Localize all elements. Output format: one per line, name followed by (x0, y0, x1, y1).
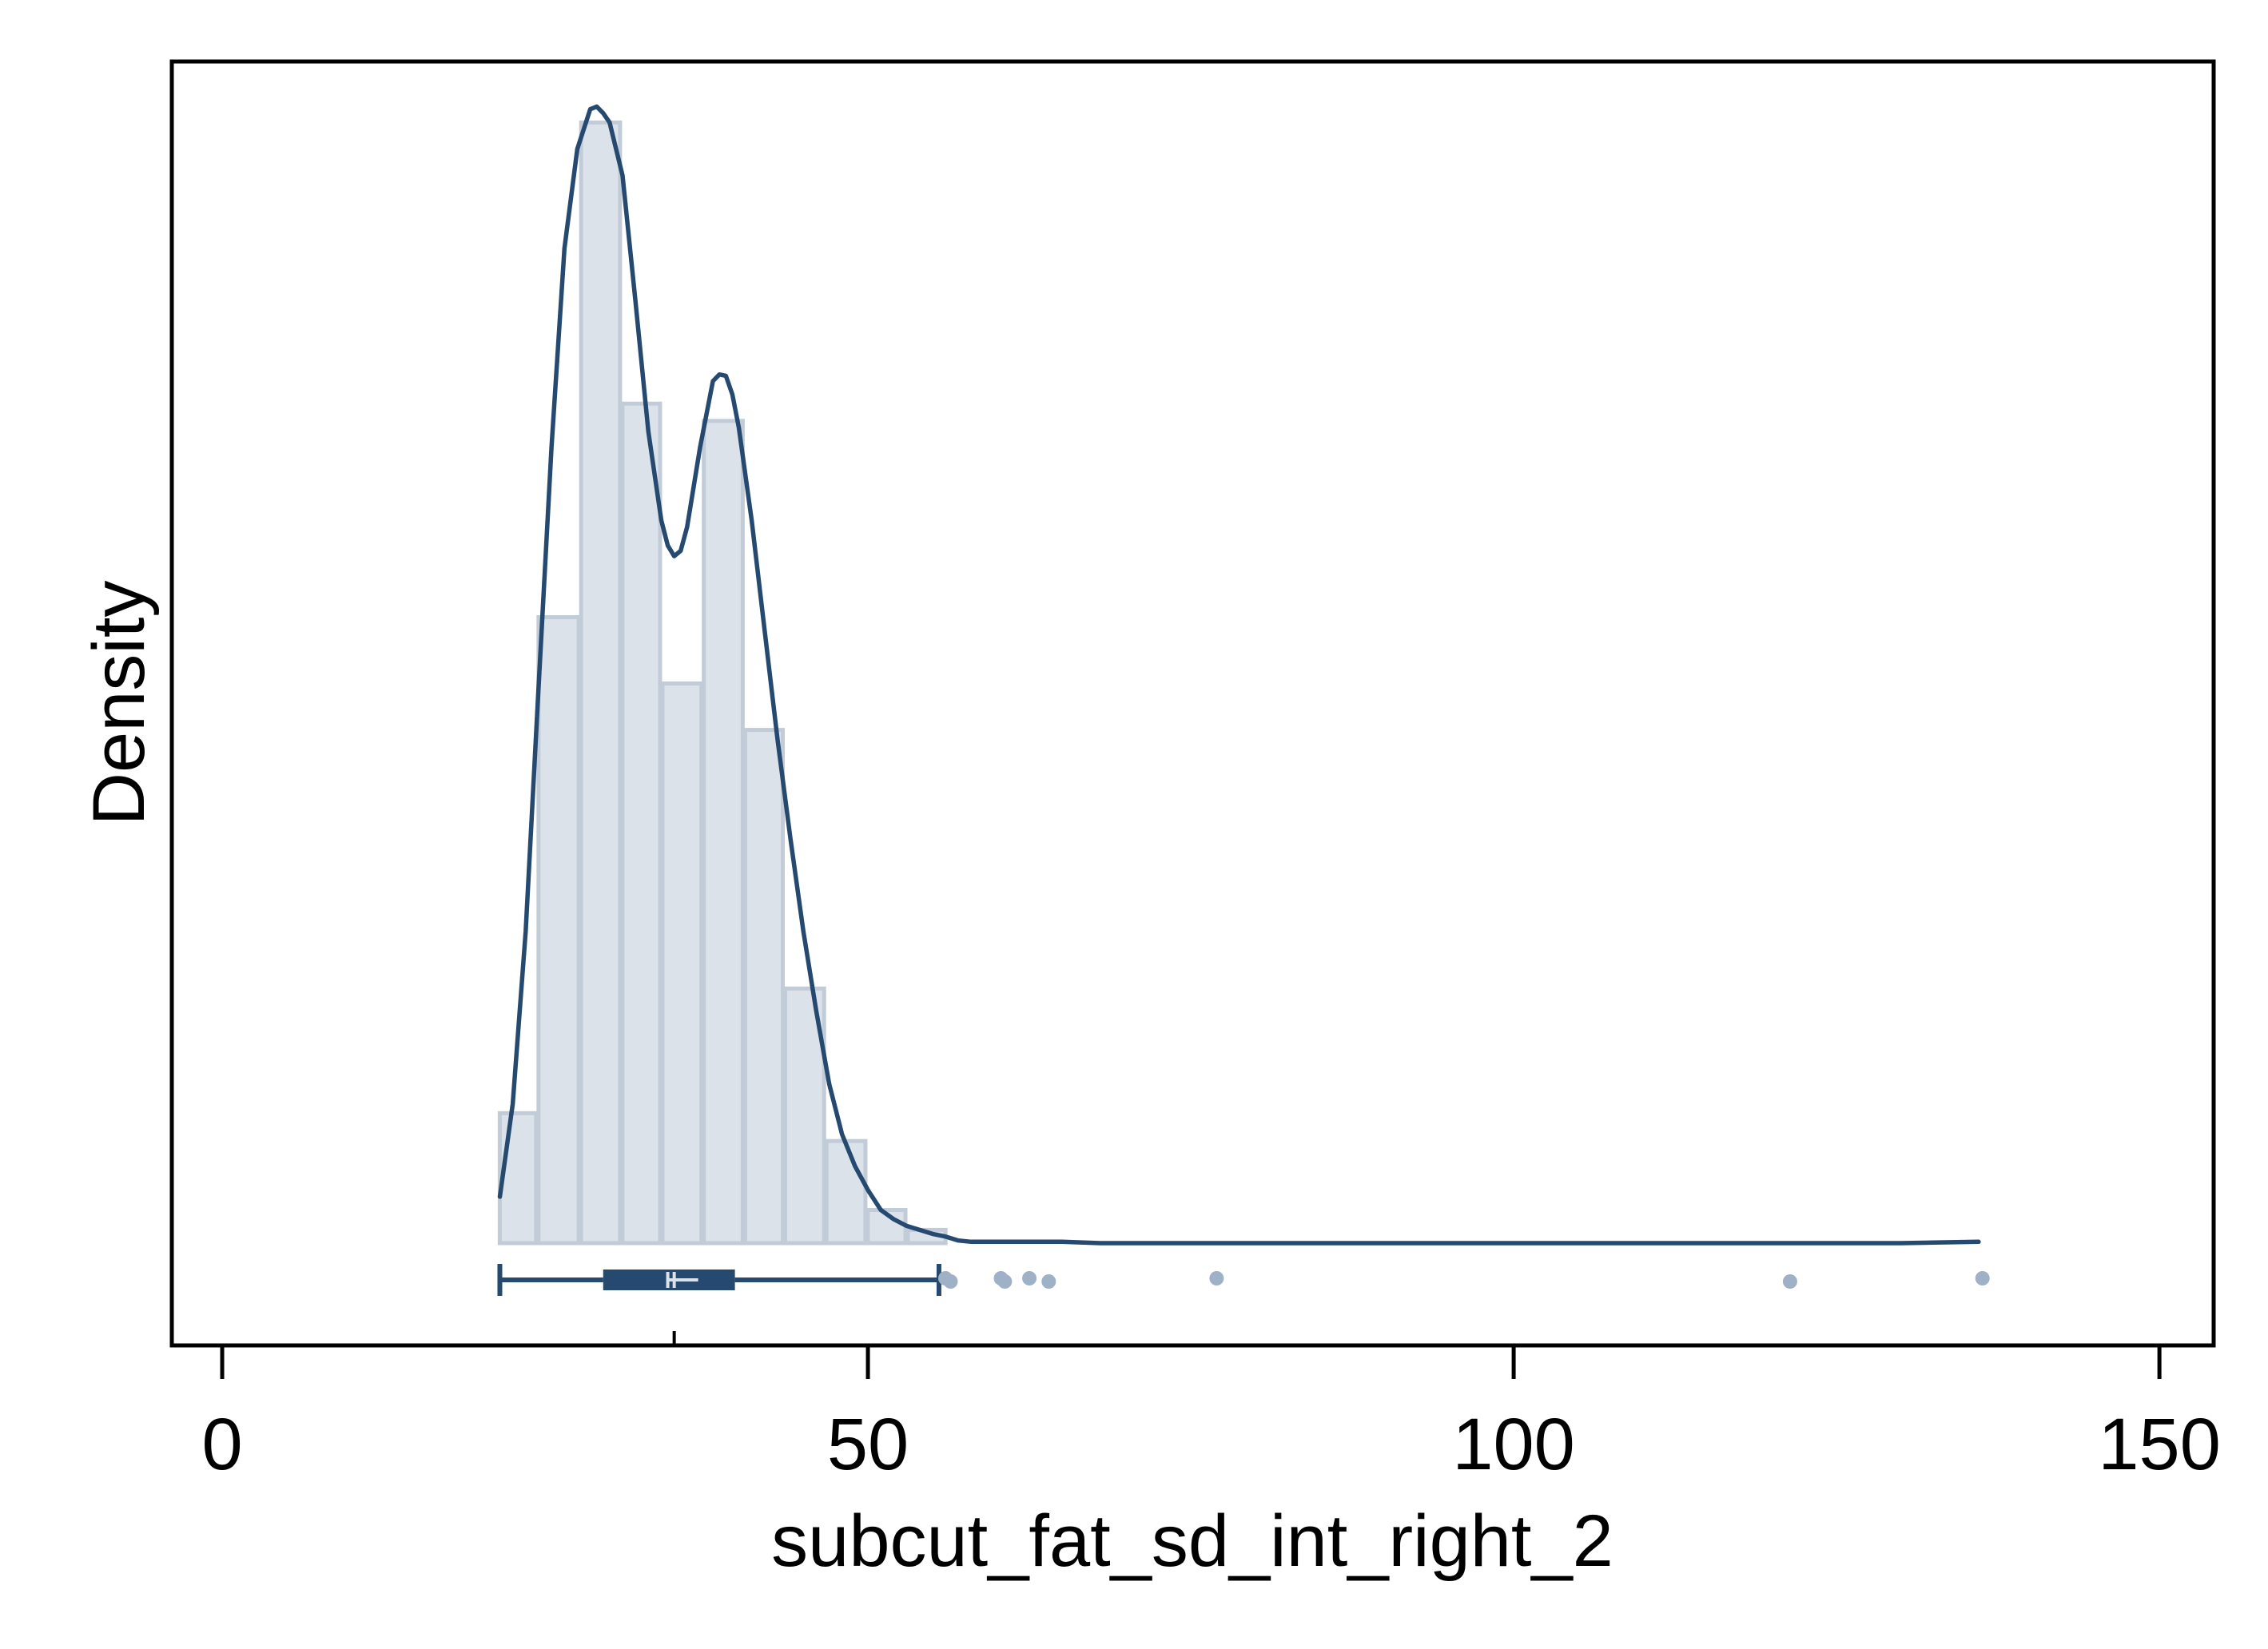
histogram-bar (620, 401, 662, 1246)
boxplot-outlier (1041, 1274, 1056, 1289)
boxplot-outlier (1209, 1271, 1224, 1285)
boxplot-outlier (1022, 1271, 1037, 1285)
kde-curve (497, 104, 1981, 1246)
boxplot-outlier (1975, 1271, 1990, 1285)
histogram-bar (497, 1111, 539, 1246)
histogram-bar (742, 728, 786, 1246)
histogram-bar (579, 120, 623, 1246)
histogram-bar (536, 614, 581, 1246)
x-tick-label: 0 (201, 1404, 242, 1485)
histogram-bars (497, 120, 948, 1246)
boxplot-outlier (943, 1274, 958, 1289)
boxplot-outlier (1782, 1274, 1797, 1289)
boxplot-outlier (997, 1274, 1013, 1289)
histogram-bar (824, 1138, 868, 1246)
boxplot-layer (497, 1264, 1990, 1345)
kde-curve-layer (497, 104, 1981, 1246)
x-tick-label: 100 (1452, 1404, 1575, 1485)
x-tick-label: 150 (2098, 1404, 2221, 1485)
histogram-bar (702, 419, 745, 1246)
y-axis-title: Density (78, 581, 160, 826)
x-axis-ticks: 0 50 100 150 (201, 1345, 2221, 1485)
histogram-bar (660, 681, 704, 1246)
x-tick-label: 50 (827, 1404, 909, 1485)
x-axis-title: subcut_fat_sd_int_right_2 (771, 1500, 1613, 1582)
